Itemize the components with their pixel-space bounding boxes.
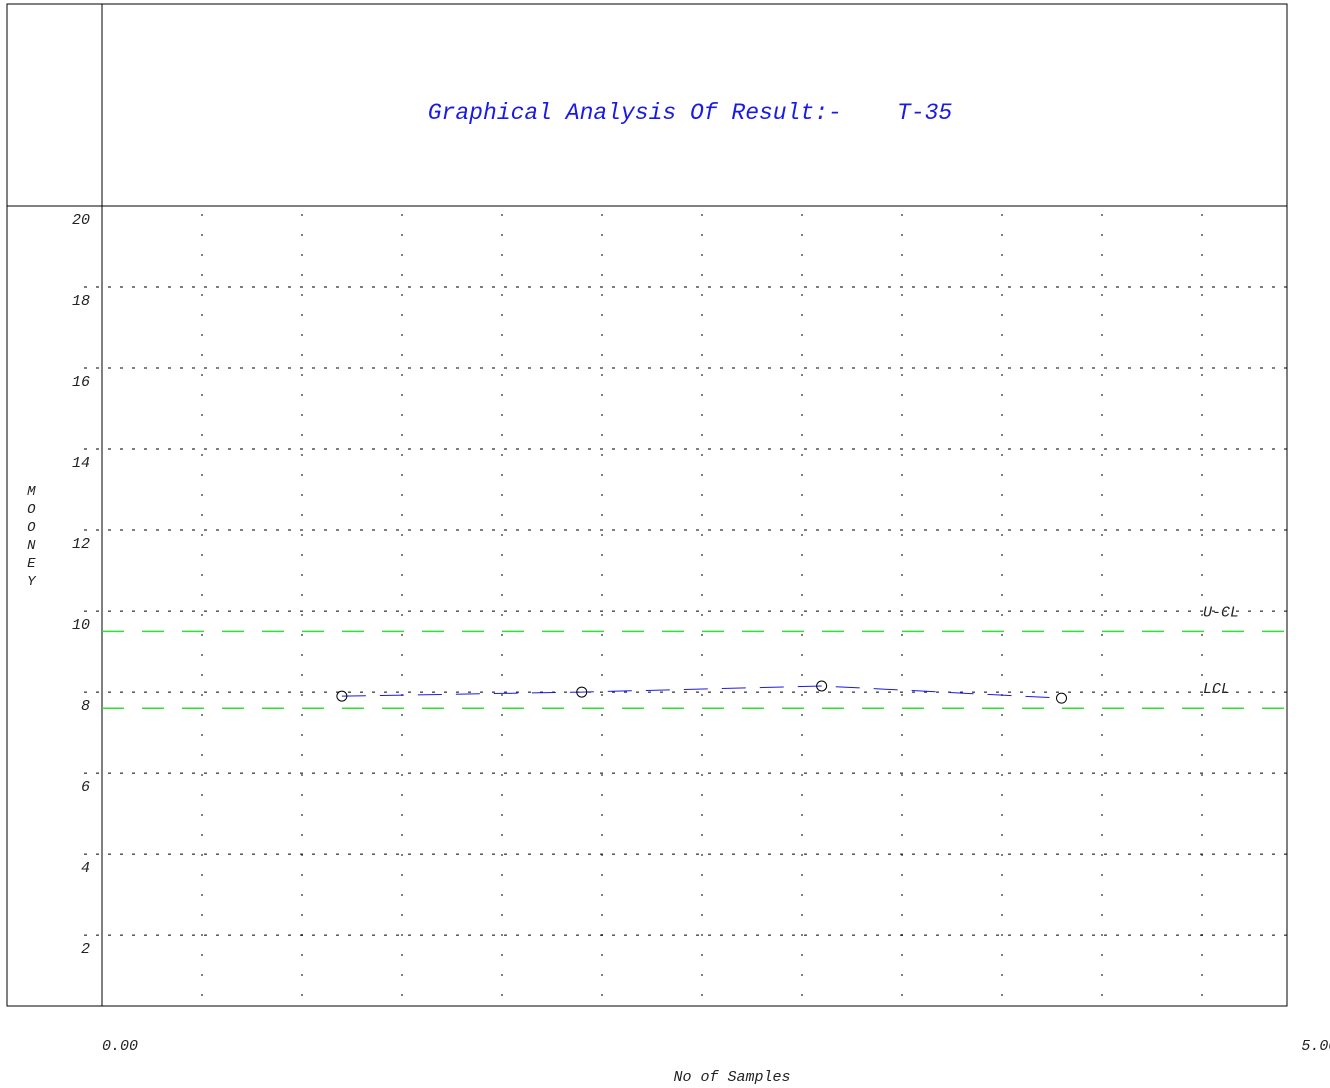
y-tick-label: 12 (72, 536, 90, 553)
y-tick-label: 20 (72, 212, 90, 229)
point (816, 680, 828, 692)
y-tick-label: 14 (72, 455, 90, 472)
y-tick-label: 2 (81, 941, 90, 958)
y-tick-label: 6 (81, 779, 90, 796)
x-tick-label: 0.00 (102, 1038, 138, 1055)
y-axis-label: MOONEY (23, 484, 39, 592)
y-tick-label: 4 (81, 860, 90, 877)
control-line-label: U-CL (1203, 604, 1239, 621)
point (1056, 692, 1068, 704)
frame (6, 3, 1288, 1007)
chart-title: Graphical Analysis Of Result:- T-35 (428, 100, 953, 126)
control-line-label: LCL (1203, 681, 1230, 698)
series-line (341, 685, 1062, 699)
point (336, 690, 348, 702)
y-tick-label: 16 (72, 374, 90, 391)
x-axis-label: No of Samples (673, 1069, 790, 1086)
y-tick-label: 10 (72, 617, 90, 634)
y-tick-label: 18 (72, 293, 90, 310)
x-tick-label: 5.00 (1301, 1038, 1330, 1055)
point (576, 686, 588, 698)
y-tick-label: 8 (81, 698, 90, 715)
